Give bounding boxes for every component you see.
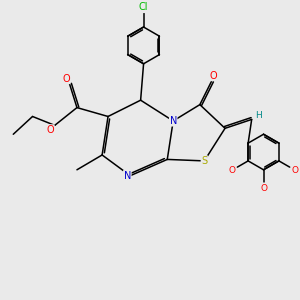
Text: N: N <box>124 171 131 181</box>
Text: Cl: Cl <box>139 2 148 13</box>
Text: N: N <box>169 116 177 126</box>
Text: H: H <box>255 111 262 120</box>
Text: O: O <box>46 125 54 135</box>
Text: O: O <box>260 184 267 193</box>
Text: O: O <box>62 74 70 84</box>
Text: O: O <box>228 166 235 175</box>
Text: O: O <box>209 70 217 81</box>
Text: O: O <box>292 166 299 175</box>
Text: S: S <box>201 156 207 166</box>
